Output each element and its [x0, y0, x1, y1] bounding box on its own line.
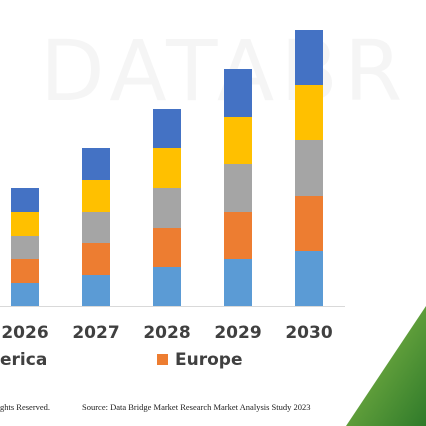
bar-segment	[82, 148, 110, 180]
bar-segment	[295, 140, 323, 196]
bar-segment	[224, 259, 252, 306]
bar-segment	[295, 251, 323, 306]
bar-segment	[11, 212, 39, 236]
bar-segment	[82, 212, 110, 243]
x-tick-label: 2027	[72, 323, 119, 343]
bar-segment	[11, 259, 39, 283]
x-tick-label: 2029	[214, 323, 261, 343]
bar-segment	[153, 109, 181, 148]
bar-segment	[11, 283, 39, 306]
footer-rights: ghts Reserved.	[0, 402, 50, 412]
bar-segment	[224, 69, 252, 117]
bar-segment	[82, 243, 110, 275]
legend-label: erica	[0, 350, 47, 370]
bar-segment	[295, 85, 323, 140]
bar-segment	[153, 267, 181, 306]
bar-segment	[224, 212, 252, 259]
bar-segment	[82, 275, 110, 306]
bar-segment	[295, 196, 323, 251]
bar-segment	[11, 236, 39, 259]
bar-segment	[153, 228, 181, 267]
bar-segment	[224, 164, 252, 212]
bar-segment	[153, 188, 181, 228]
bar-segment	[11, 188, 39, 212]
x-tick-label: 2030	[285, 323, 332, 343]
bar-segment	[82, 180, 110, 212]
bar-segment	[153, 148, 181, 188]
footer-source: Source: Data Bridge Market Research Mark…	[82, 402, 311, 412]
legend-marker	[157, 354, 168, 365]
x-tick-label: 2028	[143, 323, 190, 343]
bar-segment	[224, 117, 252, 164]
legend-label: Europe	[175, 350, 242, 370]
decor-triangle	[346, 306, 426, 426]
x-tick-label: 2026	[1, 323, 48, 343]
bar-segment	[295, 30, 323, 85]
